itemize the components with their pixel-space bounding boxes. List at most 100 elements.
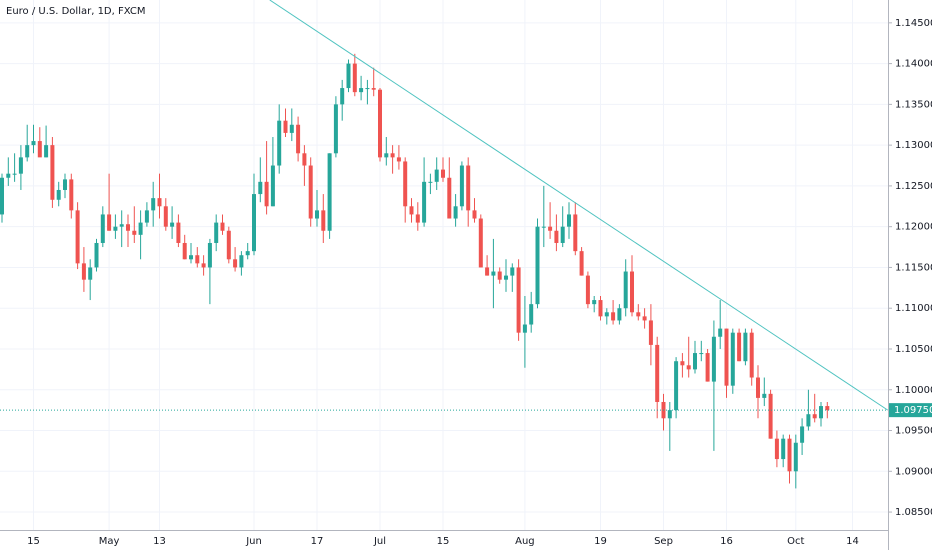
candle-body (737, 332, 742, 362)
candle-body (163, 206, 168, 227)
candle-body (252, 194, 256, 252)
candle-body (233, 259, 238, 268)
candle-body (459, 165, 464, 207)
candle-body (365, 88, 370, 90)
candle-body (132, 230, 137, 235)
candle-body (592, 300, 597, 305)
candle-body (201, 263, 206, 268)
candle-body (0, 177, 4, 215)
x-tick-label: 15 (27, 536, 40, 547)
candle-body (756, 377, 760, 398)
x-tick-label: Jul (373, 536, 386, 547)
candle-body (554, 230, 559, 243)
candle-body (12, 173, 17, 175)
y-tick-label: 1.13000 (895, 140, 932, 151)
candle-body (321, 210, 326, 231)
y-tick-label: 1.12000 (895, 222, 932, 233)
candle-body (226, 230, 231, 260)
candle-body (711, 336, 716, 382)
candle-body (182, 242, 187, 260)
candle-body (825, 406, 830, 411)
x-tick-label: 13 (153, 536, 166, 547)
candle-body (630, 271, 634, 313)
last-price-label: 1.09750 (894, 405, 932, 416)
y-tick-label: 1.10000 (895, 385, 932, 396)
candle-body (315, 210, 319, 219)
candle-body (623, 271, 628, 309)
candle-body (157, 198, 162, 207)
x-tick-label: Jun (245, 536, 262, 547)
candle-body (283, 120, 288, 133)
candle-body (403, 161, 408, 207)
candle-body (371, 88, 376, 90)
candle-body (693, 353, 697, 370)
y-tick-label: 1.10500 (895, 344, 932, 355)
candle-body (428, 181, 433, 183)
candle-body (560, 226, 565, 243)
candle-body (636, 312, 641, 317)
candle-body (642, 316, 647, 321)
candle-body (100, 214, 105, 243)
candle-body (667, 410, 672, 419)
candle-body (81, 263, 86, 280)
x-tick-label: 15 (437, 536, 450, 547)
candle-body (434, 169, 439, 182)
candle-body (472, 210, 477, 219)
candle-body (422, 181, 427, 223)
last-price-tag (889, 403, 932, 418)
candle-body (806, 414, 811, 427)
candle-body (466, 165, 471, 211)
x-tick-label: Oct (787, 536, 804, 547)
candle-body (762, 393, 767, 398)
candle-body (491, 271, 496, 276)
candle-body (346, 63, 351, 89)
candle-body (819, 406, 823, 419)
y-tick-label: 1.13500 (895, 99, 932, 110)
candle-body (573, 214, 578, 252)
candle-body (617, 308, 622, 321)
candle-body (447, 177, 452, 219)
candle-body (170, 222, 175, 227)
x-tick-label: Aug (515, 536, 535, 547)
candle-body (296, 124, 301, 154)
candle-body (655, 344, 660, 402)
candle-body (478, 218, 483, 268)
y-tick-label: 1.14000 (895, 59, 932, 70)
candle-body (138, 222, 143, 235)
candle-body (277, 120, 282, 166)
y-tick-label: 1.11500 (895, 262, 932, 273)
candle-body (585, 275, 590, 305)
candle-body (245, 251, 250, 256)
candle-body (340, 88, 345, 105)
candle-body (88, 267, 93, 280)
candle-body (522, 324, 527, 333)
candle-body (529, 304, 534, 325)
candle-body (743, 332, 748, 362)
y-tick-label: 1.08500 (895, 507, 932, 518)
candle-body (686, 365, 691, 370)
candle-body (598, 300, 603, 317)
x-tick-label: 17 (311, 536, 324, 547)
candle-body (333, 104, 338, 154)
candle-body (113, 226, 118, 231)
candle-body (94, 242, 99, 268)
candle-body (800, 426, 805, 443)
candle-body (63, 179, 67, 190)
candle-body (50, 145, 55, 200)
candle-body (31, 141, 36, 146)
y-tick-label: 1.09500 (895, 426, 932, 437)
candle-body (220, 222, 225, 231)
candle-body (396, 157, 401, 162)
candle-body (485, 267, 490, 276)
candle-body (724, 328, 729, 386)
candle-body (239, 255, 244, 268)
candle-body (648, 320, 653, 345)
candle-body (207, 242, 212, 268)
candle-body (699, 353, 704, 355)
candle-body (680, 361, 685, 366)
candle-body (415, 214, 420, 223)
candle-body (264, 181, 269, 207)
candle-body (579, 251, 584, 276)
candle-body (258, 181, 263, 195)
candle-body (774, 438, 779, 460)
